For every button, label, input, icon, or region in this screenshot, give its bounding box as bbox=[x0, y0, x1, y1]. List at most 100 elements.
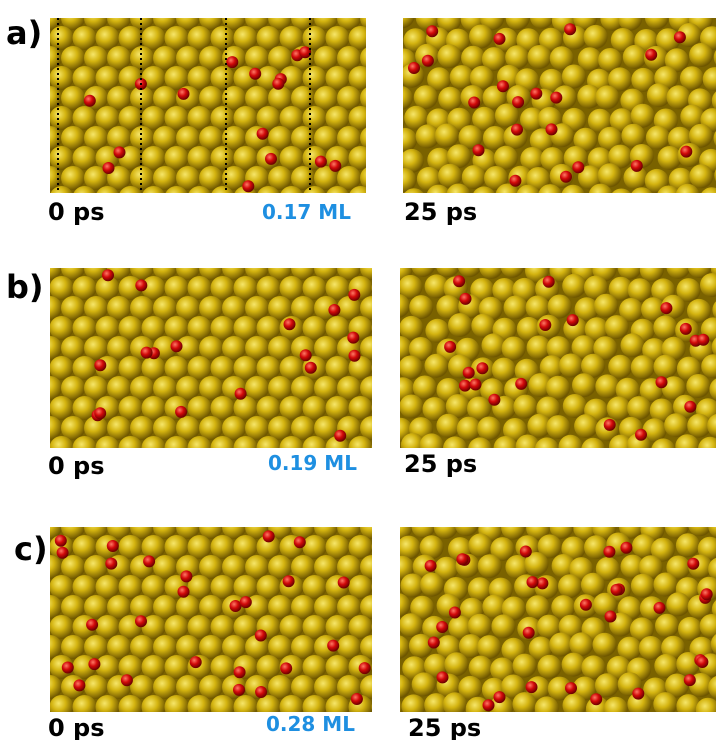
oxygen-atom bbox=[425, 560, 437, 572]
gold-atom bbox=[15, 376, 39, 400]
gold-atom bbox=[428, 0, 452, 10]
gold-atom bbox=[84, 555, 108, 579]
atom-images bbox=[15, 0, 716, 740]
gold-atom bbox=[378, 535, 402, 559]
gold-atom bbox=[291, 595, 315, 619]
oxygen-atom bbox=[263, 530, 275, 542]
gold-atom bbox=[654, 573, 678, 597]
gold-atom bbox=[257, 575, 281, 599]
oxygen-atom bbox=[73, 679, 85, 691]
gold-atom bbox=[393, 128, 417, 152]
gold-atom bbox=[620, 712, 644, 736]
gold-atom bbox=[61, 296, 85, 320]
oxygen-atom bbox=[428, 637, 440, 649]
gold-atom bbox=[326, 236, 350, 260]
gold-atom bbox=[447, 237, 471, 261]
oxygen-atom bbox=[632, 688, 644, 700]
gold-atom bbox=[621, 333, 645, 357]
gold-atom bbox=[561, 496, 585, 520]
gold-atom bbox=[61, 555, 85, 579]
atom-image bbox=[363, 233, 716, 462]
gold-atom bbox=[562, 274, 586, 298]
oxygen-atom bbox=[635, 429, 647, 441]
gold-atom bbox=[153, 376, 177, 400]
gold-atom bbox=[257, 26, 281, 50]
gold-atom bbox=[96, 316, 120, 340]
gold-atom bbox=[420, 573, 444, 597]
oxygen-atom bbox=[603, 546, 615, 558]
gold-atom bbox=[595, 673, 619, 697]
oxygen-atom bbox=[94, 407, 106, 419]
gold-atom bbox=[559, 354, 583, 378]
gold-atom bbox=[457, 417, 481, 441]
gold-atom bbox=[386, 294, 410, 318]
oxygen-atom bbox=[180, 570, 192, 582]
gold-atom bbox=[337, 256, 361, 280]
gold-atom bbox=[188, 615, 212, 639]
oxygen-atom bbox=[680, 323, 692, 335]
gold-atom bbox=[153, 166, 177, 190]
gold-atom bbox=[153, 515, 177, 539]
gold-atom bbox=[608, 238, 632, 262]
gold-atom bbox=[314, 515, 338, 539]
gold-atom bbox=[378, 26, 402, 50]
gold-atom bbox=[372, 495, 396, 519]
gold-atom bbox=[596, 713, 620, 737]
gold-atom bbox=[423, 494, 447, 518]
gold-atom bbox=[594, 294, 618, 318]
gold-atom bbox=[234, 695, 258, 719]
oxygen-atom bbox=[520, 546, 532, 558]
gold-atom bbox=[119, 575, 143, 599]
gold-atom bbox=[188, 356, 212, 380]
gold-atom bbox=[375, 317, 399, 341]
gold-atom bbox=[142, 146, 166, 170]
gold-atom bbox=[176, 715, 200, 739]
oxygen-atom bbox=[509, 175, 521, 187]
gold-atom bbox=[153, 715, 177, 739]
gold-atom bbox=[326, 0, 350, 10]
gold-atom bbox=[222, 715, 246, 739]
gold-atom bbox=[376, 434, 400, 458]
gold-atom bbox=[188, 236, 212, 260]
gold-atom bbox=[222, 635, 246, 659]
gold-atom bbox=[588, 0, 612, 9]
gold-atom bbox=[27, 615, 51, 639]
gold-atom bbox=[657, 186, 681, 210]
gold-atom bbox=[653, 233, 677, 257]
gold-atom bbox=[678, 0, 702, 7]
gold-atom bbox=[165, 356, 189, 380]
gold-atom bbox=[360, 166, 384, 190]
gold-atom bbox=[234, 495, 258, 519]
gold-atom bbox=[245, 6, 269, 30]
oxygen-atom bbox=[359, 662, 371, 674]
gold-atom bbox=[291, 555, 315, 579]
gold-atom bbox=[455, 512, 479, 536]
gold-atom bbox=[584, 25, 608, 49]
gold-atom bbox=[524, 713, 548, 737]
gold-atom bbox=[470, 239, 494, 263]
oxygen-atom bbox=[105, 558, 117, 570]
gold-atom bbox=[360, 46, 384, 70]
oxygen-atom bbox=[437, 671, 449, 683]
gold-atom bbox=[629, 237, 653, 261]
gold-atom bbox=[61, 336, 85, 360]
gold-atom bbox=[27, 236, 51, 260]
oxygen-atom bbox=[102, 269, 114, 281]
gold-atom bbox=[632, 0, 656, 9]
gold-atom bbox=[222, 256, 246, 280]
gold-atom bbox=[643, 718, 667, 740]
gold-atom bbox=[234, 146, 258, 170]
gold-atom bbox=[153, 675, 177, 699]
oxygen-atom bbox=[230, 600, 242, 612]
oxygen-atom bbox=[476, 362, 488, 374]
oxygen-atom bbox=[280, 662, 292, 674]
gold-atom bbox=[581, 438, 605, 462]
gold-atom bbox=[119, 436, 143, 460]
gold-atom bbox=[245, 555, 269, 579]
gold-atom bbox=[268, 6, 292, 30]
gold-atom bbox=[96, 575, 120, 599]
gold-atom bbox=[538, 184, 562, 208]
gold-atom bbox=[50, 396, 74, 420]
gold-atom bbox=[188, 436, 212, 460]
gold-atom bbox=[130, 675, 154, 699]
